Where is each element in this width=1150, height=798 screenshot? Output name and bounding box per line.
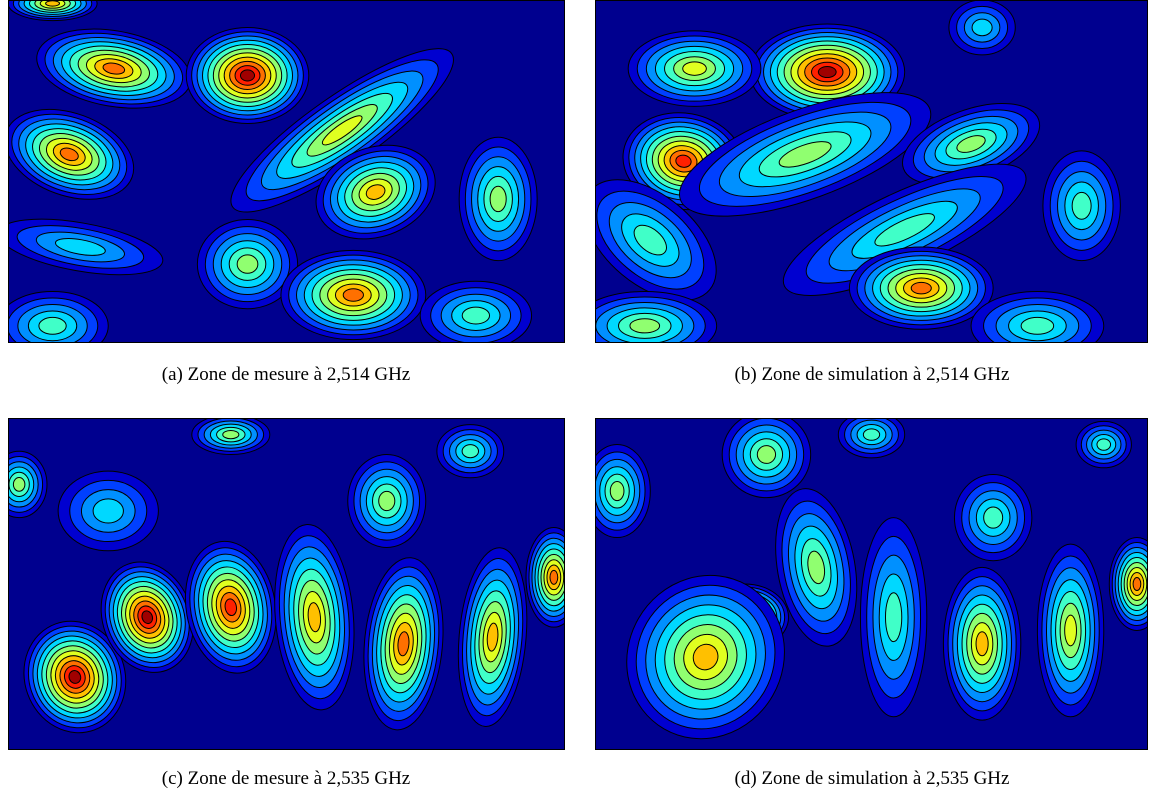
contour-level <box>307 602 322 633</box>
contour-level <box>342 288 364 302</box>
contour-level <box>486 622 499 652</box>
contour-level <box>38 316 67 335</box>
contour-level <box>692 643 719 671</box>
contour-level <box>682 61 707 76</box>
contour-level <box>884 592 903 643</box>
contour-level <box>874 213 935 247</box>
contour-level <box>1020 316 1055 335</box>
contour-level <box>609 480 625 502</box>
contour-level <box>975 631 989 657</box>
contour-level <box>675 154 692 168</box>
contour-level <box>378 490 396 512</box>
frame <box>595 0 1148 343</box>
contour-level <box>461 444 480 459</box>
contour-level <box>239 69 256 82</box>
contour-level <box>222 429 240 440</box>
contour-level <box>365 184 386 200</box>
frame <box>8 0 565 343</box>
contour-level <box>141 610 154 625</box>
contour-level <box>236 254 259 274</box>
caption: (b) Zone de simulation à 2,514 GHz <box>734 364 1010 385</box>
contour-plot <box>595 0 1148 343</box>
contour-plot <box>8 0 565 343</box>
contour-level <box>102 62 126 75</box>
contour-level <box>68 670 82 684</box>
caption: (a) Zone de mesure à 2,514 GHz <box>161 364 411 385</box>
contour-level <box>45 0 61 7</box>
caption: (d) Zone de simulation à 2,535 GHz <box>734 768 1010 789</box>
contour-level <box>633 224 667 256</box>
contour-level <box>817 66 837 79</box>
contour-level <box>983 506 1004 529</box>
contour-level <box>92 498 124 524</box>
contour-level <box>862 428 881 441</box>
contour-level <box>971 18 993 37</box>
contour-level <box>489 185 507 213</box>
contour-level <box>629 318 661 334</box>
contour-level <box>397 631 410 657</box>
contour-level <box>321 115 363 146</box>
contour-level <box>1096 438 1112 451</box>
contour-plot <box>8 418 565 750</box>
contour-level <box>778 141 832 168</box>
caption: (c) Zone de mesure à 2,535 GHz <box>161 768 411 789</box>
frame <box>8 418 565 750</box>
contour-level <box>807 550 826 585</box>
contour-level <box>756 445 777 464</box>
contour-level <box>461 306 491 325</box>
contour-level <box>956 135 986 153</box>
contour-level <box>549 569 559 585</box>
contour-plot <box>595 418 1148 750</box>
contour-level <box>1071 191 1092 220</box>
contour-level <box>55 238 106 256</box>
contour-level <box>224 598 238 617</box>
contour-level <box>1132 577 1142 591</box>
contour-level <box>910 281 932 295</box>
contour-level <box>59 147 79 162</box>
contour-level <box>12 477 26 492</box>
contour-level <box>1064 614 1077 647</box>
frame <box>595 418 1148 750</box>
